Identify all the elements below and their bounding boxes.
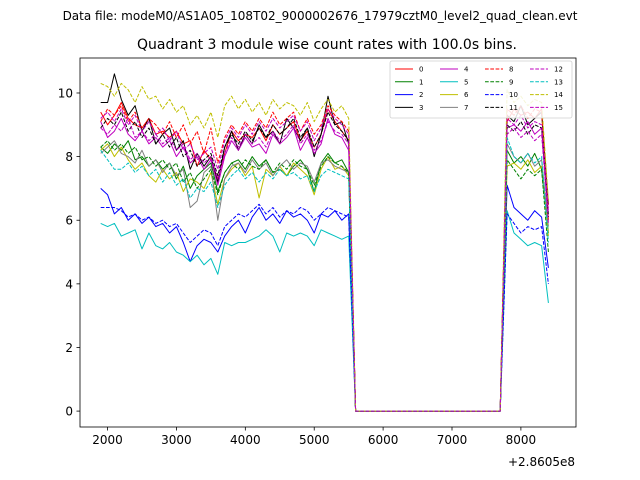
legend-label-13: 13 — [554, 78, 563, 86]
legend-label-6: 6 — [464, 91, 469, 99]
legend-label-14: 14 — [554, 91, 563, 99]
legend-label-3: 3 — [419, 104, 423, 112]
y-tick-label-2: 2 — [65, 341, 73, 355]
axes-frame — [79, 57, 577, 428]
x-tick-label-5000: 5000 — [299, 433, 330, 447]
series-line-15 — [100, 108, 549, 412]
x-tick-label-7000: 7000 — [437, 433, 468, 447]
legend-label-1: 1 — [419, 78, 423, 86]
legend-label-12: 12 — [554, 66, 563, 74]
y-tick-label-4: 4 — [65, 277, 73, 291]
chart-title: Quadrant 3 module wise count rates with … — [137, 37, 517, 53]
legend-label-15: 15 — [554, 104, 563, 112]
legend-label-5: 5 — [464, 78, 468, 86]
legend-label-2: 2 — [419, 91, 423, 99]
y-tick-label-0: 0 — [65, 405, 73, 419]
legend-label-0: 0 — [419, 66, 423, 74]
y-tick-label-6: 6 — [65, 214, 73, 228]
x-tick-label-6000: 6000 — [368, 433, 399, 447]
legend-label-7: 7 — [464, 104, 468, 112]
x-tick-label-3000: 3000 — [161, 433, 192, 447]
x-offset-label: +2.8605e8 — [508, 455, 575, 469]
legend-box — [389, 60, 573, 119]
legend-label-8: 8 — [509, 66, 513, 74]
figure-suptitle: Data file: modeM0/AS1A05_108T02_90000026… — [63, 9, 578, 23]
legend-label-10: 10 — [509, 91, 518, 99]
series-line-11 — [100, 111, 549, 412]
x-tick-label-8000: 8000 — [506, 433, 537, 447]
y-tick-label-10: 10 — [58, 86, 73, 100]
series-layer — [100, 73, 549, 412]
x-tick-label-4000: 4000 — [230, 433, 261, 447]
y-tick-label-8: 8 — [65, 150, 73, 164]
legend-label-11: 11 — [509, 104, 518, 112]
legend-label-9: 9 — [509, 78, 513, 86]
legend-label-4: 4 — [464, 66, 469, 74]
x-tick-label-2000: 2000 — [92, 433, 123, 447]
series-line-10 — [100, 203, 549, 412]
